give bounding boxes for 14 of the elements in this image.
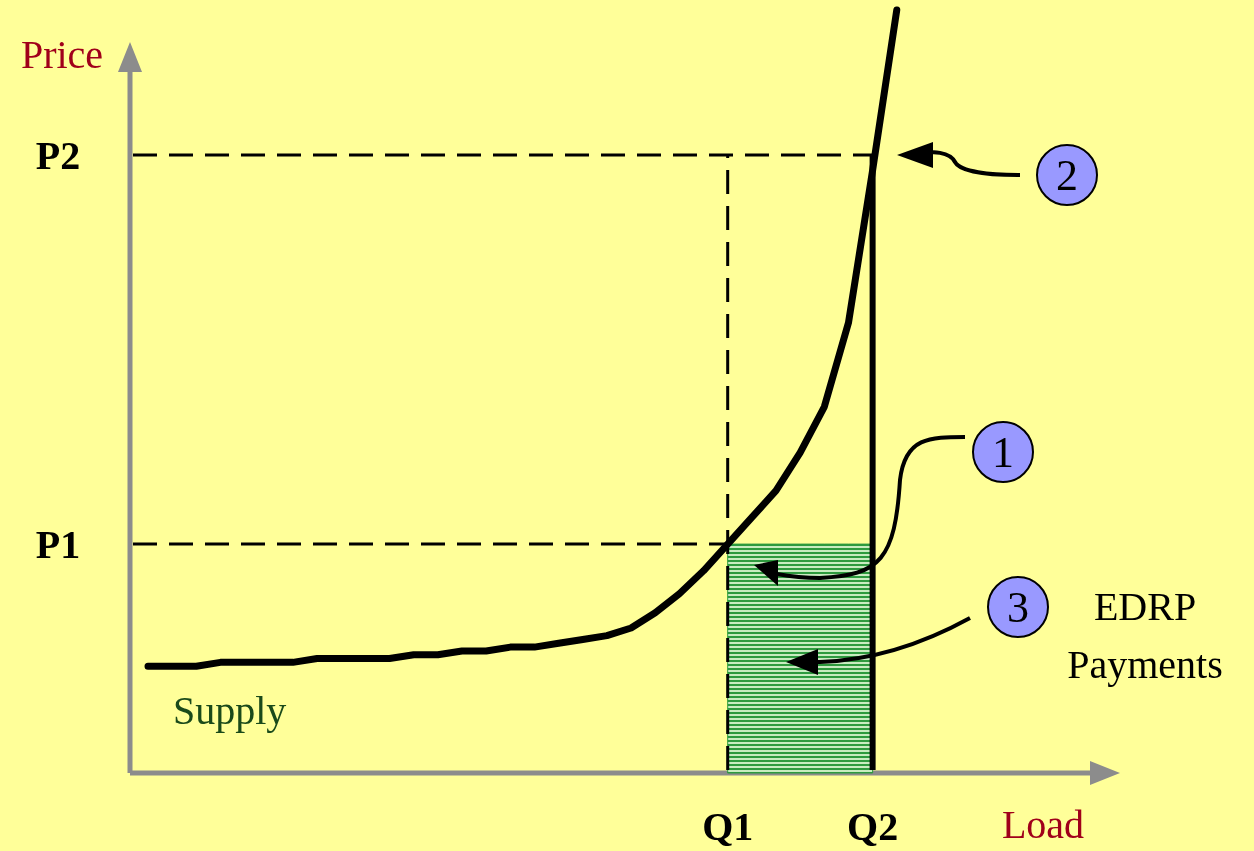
annotation: 1 xyxy=(992,428,1014,477)
annotation: EDRP Payments xyxy=(1067,584,1223,687)
y-axis-title: Price xyxy=(20,32,104,77)
annotation: 3 xyxy=(1007,583,1029,632)
ref-line-label: P1 xyxy=(35,522,81,568)
series-label: Supply xyxy=(173,688,287,734)
x-tick-label: Q2 xyxy=(847,804,899,849)
numbered-circle: 3 xyxy=(987,576,1049,638)
numbered-circle: 2 xyxy=(1036,144,1098,206)
numbered-circle: 1 xyxy=(972,421,1034,483)
annotation: 2 xyxy=(1056,151,1078,200)
ref-line-label: P2 xyxy=(35,132,81,178)
x-axis-title: Load xyxy=(1001,802,1085,847)
x-tick-label: Q1 xyxy=(702,804,754,849)
